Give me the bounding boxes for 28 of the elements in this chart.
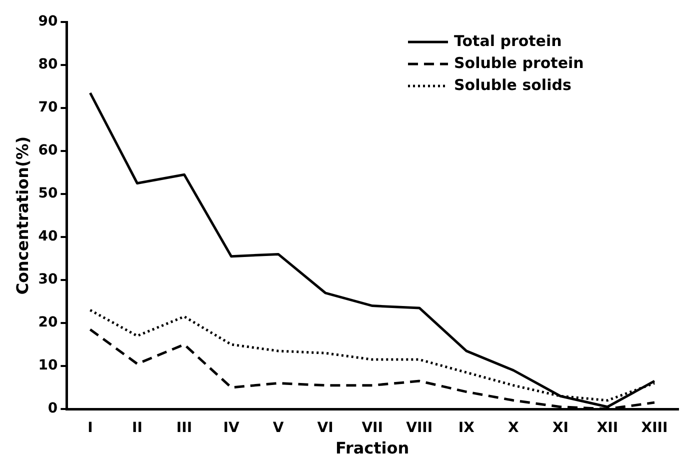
legend-label: Soluble protein — [454, 54, 584, 72]
x-tick-label: VII — [362, 420, 383, 436]
x-tick-label: XII — [596, 420, 618, 436]
legend-label: Total protein — [454, 32, 562, 50]
y-tick-label: 30 — [38, 272, 58, 288]
x-tick-label: XI — [552, 420, 568, 436]
x-tick-label: III — [176, 420, 192, 436]
y-tick-label: 90 — [38, 14, 58, 30]
y-tick-label: 20 — [38, 314, 58, 331]
y-tick-label: 50 — [38, 186, 58, 202]
x-tick-label: II — [132, 420, 142, 436]
y-tick-label: 0 — [48, 400, 58, 417]
y-tick-label: 70 — [38, 100, 58, 116]
x-tick-label: VI — [317, 420, 334, 436]
x-tick-label: IV — [223, 420, 240, 436]
x-axis-title: Fraction — [336, 438, 410, 458]
x-tick-label: X — [508, 420, 520, 436]
x-tick-label: VIII — [406, 420, 433, 436]
y-tick-label: 10 — [38, 358, 58, 374]
x-tick-label: I — [88, 420, 93, 436]
y-axis-title: Concentration(%) — [12, 136, 32, 295]
y-tick-label: 40 — [38, 228, 58, 245]
y-tick-label: 80 — [38, 56, 58, 73]
x-tick-label: IX — [458, 420, 475, 436]
legend-label: Soluble solids — [454, 76, 572, 94]
x-tick-label: V — [272, 420, 284, 436]
x-tick-label: XIII — [641, 420, 668, 436]
y-tick-label: 60 — [38, 142, 58, 159]
